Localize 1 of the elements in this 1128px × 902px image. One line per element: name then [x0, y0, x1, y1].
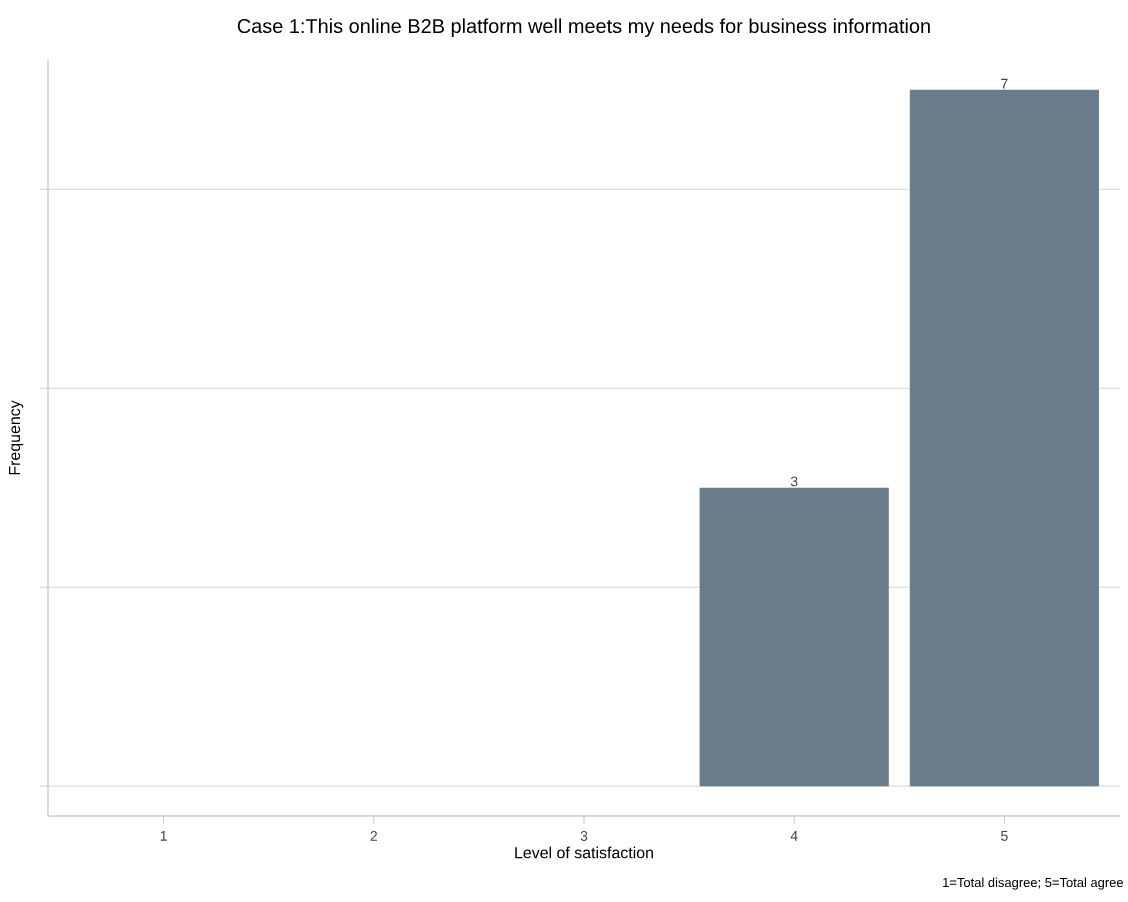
chart-title: Case 1:This online B2B platform well meets my needs for business information	[237, 18, 930, 37]
